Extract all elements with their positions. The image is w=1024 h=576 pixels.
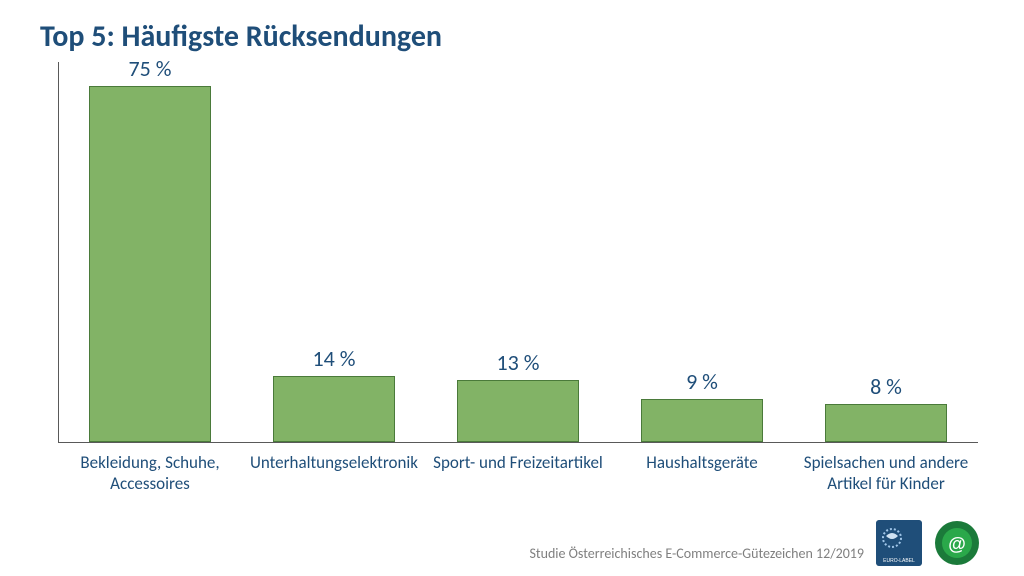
category-label: Bekleidung, Schuhe, Accessoires (58, 452, 242, 495)
bar (89, 86, 210, 442)
bar (273, 376, 394, 443)
guetezeichen-badge-icon: @ (934, 520, 980, 566)
category-labels: Bekleidung, Schuhe, AccessoiresUnterhalt… (58, 452, 978, 495)
category-label: Unterhaltungselektronik (242, 452, 426, 495)
bar (641, 399, 762, 442)
source-text: Studie Österreichisches E-Commerce-Gütez… (529, 545, 864, 562)
x-axis (58, 442, 978, 443)
bar-value-label: 75 % (58, 55, 242, 82)
category-label: Haushaltsgeräte (610, 452, 794, 495)
bar-value-label: 14 % (242, 345, 426, 372)
svg-text:EURO-LABEL: EURO-LABEL (883, 558, 915, 564)
category-label: Spielsachen und andere Artikel für Kinde… (794, 452, 978, 495)
bar-column: 14 % (242, 62, 426, 442)
bar-column: 8 % (794, 62, 978, 442)
bar-value-label: 8 % (794, 373, 978, 400)
bars-container: 75 %14 %13 %9 %8 % (58, 62, 978, 442)
bar (457, 380, 578, 442)
bar-column: 13 % (426, 62, 610, 442)
slide: Top 5: Häufigste Rücksendungen 75 %14 %1… (0, 0, 1024, 576)
chart-title: Top 5: Häufigste Rücksendungen (40, 18, 984, 55)
bar-value-label: 13 % (426, 349, 610, 376)
bar-value-label: 9 % (610, 368, 794, 395)
category-label: Sport- und Freizeitartikel (426, 452, 610, 495)
bar-column: 75 % (58, 62, 242, 442)
bar-column: 9 % (610, 62, 794, 442)
footer: Studie Österreichisches E-Commerce-Gütez… (529, 520, 980, 566)
svg-text:@: @ (948, 534, 966, 554)
bar-chart: 75 %14 %13 %9 %8 % Bekleidung, Schuhe, A… (58, 62, 978, 482)
euro-label-badge-icon: EURO-LABEL (876, 520, 922, 566)
bar (825, 404, 946, 442)
